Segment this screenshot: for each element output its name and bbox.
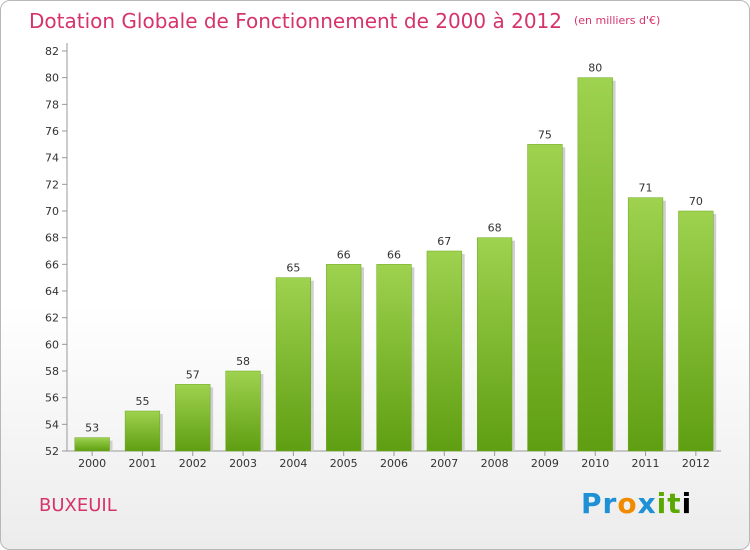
x-tick-label: 2002 (179, 457, 207, 470)
x-tick-label: 2003 (229, 457, 257, 470)
y-tick-label: 68 (45, 232, 59, 245)
x-tick-label: 2012 (682, 457, 710, 470)
y-tick-label: 58 (45, 365, 59, 378)
bar-value-label: 80 (588, 62, 602, 75)
bar (275, 277, 311, 452)
y-tick-label: 52 (45, 445, 59, 458)
x-tick-label: 2004 (279, 457, 307, 470)
bar (175, 384, 211, 452)
bar-value-label: 75 (538, 128, 552, 141)
y-tick-label: 78 (45, 98, 59, 111)
bar (426, 250, 462, 452)
bar (577, 77, 613, 452)
y-tick-label: 54 (45, 418, 59, 431)
bar-value-label: 57 (186, 368, 200, 381)
y-tick-label: 80 (45, 72, 59, 85)
chart-title-text: Dotation Globale de Fonctionnement de 20… (29, 9, 562, 33)
bar (74, 437, 110, 452)
commune-name: BUXEUIL (39, 495, 117, 516)
x-tick-label: 2000 (78, 457, 106, 470)
x-tick-label: 2009 (531, 457, 559, 470)
y-tick-label: 72 (45, 178, 59, 191)
bar (326, 264, 362, 452)
y-tick-label: 66 (45, 258, 59, 271)
bar (477, 237, 513, 452)
bar-value-label: 68 (488, 222, 502, 235)
bar-value-label: 66 (387, 248, 401, 261)
bar-value-label: 67 (437, 235, 451, 248)
bar-value-label: 65 (286, 262, 300, 275)
proxiti-logo: Proxiti (581, 487, 693, 520)
bar (225, 370, 261, 452)
bar-value-label: 71 (639, 182, 653, 195)
chart-unit: (en milliers d'€) (574, 14, 661, 27)
bar-value-label: 53 (85, 422, 99, 435)
chart-title: Dotation Globale de Fonctionnement de 20… (29, 9, 660, 33)
y-tick-label: 60 (45, 338, 59, 351)
bar (678, 210, 714, 452)
y-tick-label: 82 (45, 45, 59, 58)
y-tick-label: 56 (45, 392, 59, 405)
x-tick-label: 2001 (128, 457, 156, 470)
bar-value-label: 58 (236, 355, 250, 368)
bar (527, 144, 563, 452)
bar-value-label: 55 (135, 395, 149, 408)
x-tick-label: 2011 (632, 457, 660, 470)
y-tick-label: 74 (45, 152, 59, 165)
x-tick-label: 2006 (380, 457, 408, 470)
bar-value-label: 70 (689, 195, 703, 208)
x-tick-label: 2007 (430, 457, 458, 470)
bar-value-label: 66 (337, 248, 351, 261)
y-tick-label: 76 (45, 125, 59, 138)
y-tick-label: 62 (45, 312, 59, 325)
x-tick-label: 2008 (481, 457, 509, 470)
y-tick-label: 64 (45, 285, 59, 298)
y-tick-label: 70 (45, 205, 59, 218)
x-tick-label: 2010 (581, 457, 609, 470)
bar (627, 197, 664, 452)
bar (376, 264, 412, 452)
x-tick-label: 2005 (330, 457, 358, 470)
bar (124, 410, 161, 452)
